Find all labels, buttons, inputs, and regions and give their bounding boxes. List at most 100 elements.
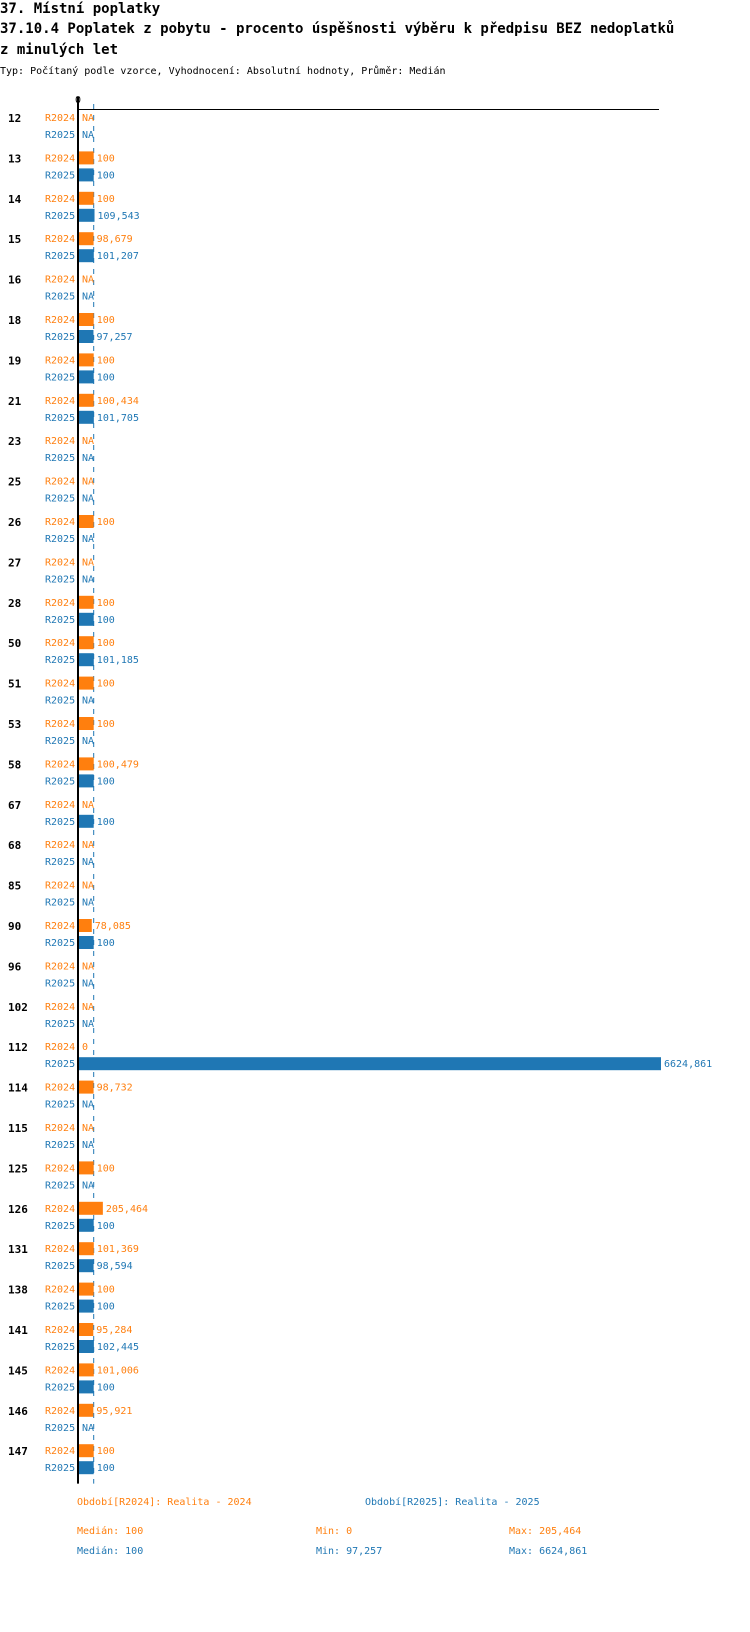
category-label: 25 <box>8 476 21 489</box>
category-label: 58 <box>8 758 21 771</box>
data-label: 100 <box>97 355 115 366</box>
category-label: 114 <box>8 1082 28 1095</box>
chart-title-continued: z minulých let <box>0 42 119 58</box>
category-label: 96 <box>8 960 22 973</box>
series-label: R2025 <box>45 494 75 505</box>
data-label: NA <box>82 1019 94 1030</box>
series-label: R2025 <box>45 1019 75 1030</box>
chart-subtitle: Typ: Počítaný podle vzorce, Vyhodnocení:… <box>0 66 446 77</box>
data-label: 100 <box>97 817 115 828</box>
bar <box>78 1403 94 1417</box>
data-label: 100,479 <box>97 759 139 770</box>
category-label: 18 <box>8 314 21 327</box>
data-label: NA <box>82 574 94 585</box>
category-label: 145 <box>8 1364 28 1377</box>
category-label: 112 <box>8 1041 28 1054</box>
median-r2025: Medián: 100 <box>77 1546 144 1557</box>
data-label: 101,705 <box>97 413 139 424</box>
bar <box>78 936 94 949</box>
bar <box>78 1340 94 1353</box>
series-label: R2025 <box>45 978 75 989</box>
data-label: 6624,861 <box>664 1059 712 1070</box>
bar <box>78 313 94 326</box>
category-label: 138 <box>8 1284 28 1297</box>
series-label: R2025 <box>45 453 75 464</box>
category-label: 53 <box>8 718 21 731</box>
max-r2024: Max: 205,464 <box>509 1526 582 1537</box>
data-label: 101,185 <box>97 655 139 666</box>
bar-chart: 0 12 R2024 NA R2025 NA 13 R2024 100 R2025 100 14 R20… <box>8 95 712 1484</box>
category-label: 13 <box>8 152 21 165</box>
data-label: 100 <box>97 1446 115 1457</box>
chart-title: 37.10.4 Poplatek z pobytu - procento úsp… <box>0 21 675 37</box>
series-label: R2024 <box>45 153 75 164</box>
bar <box>78 1242 94 1256</box>
bar <box>78 515 94 528</box>
category-label: 21 <box>8 395 22 408</box>
bar <box>78 393 94 407</box>
category-label: 16 <box>8 274 22 287</box>
series-label: R2025 <box>45 736 75 747</box>
data-label: 100 <box>97 517 115 528</box>
data-label: 95,284 <box>96 1325 132 1336</box>
category-label: 50 <box>8 637 21 650</box>
series-label: R2024 <box>45 1042 75 1053</box>
series-label: R2025 <box>45 170 75 181</box>
data-label: 205,464 <box>106 1204 148 1215</box>
data-label: NA <box>82 557 94 568</box>
data-label: NA <box>82 477 94 488</box>
page-title: 37. Místní poplatky <box>0 1 161 17</box>
bar <box>78 653 94 667</box>
series-label: R2024 <box>45 113 75 124</box>
category-label: 85 <box>8 880 21 893</box>
series-label: R2024 <box>45 517 75 528</box>
series-label: R2024 <box>45 436 75 447</box>
series-label: R2024 <box>45 1365 75 1376</box>
category-label: 102 <box>8 1001 28 1014</box>
series-label: R2025 <box>45 372 75 383</box>
data-label: 100 <box>97 1163 115 1174</box>
category-label: 19 <box>8 354 21 367</box>
category-label: 125 <box>8 1162 28 1175</box>
bar <box>78 330 94 343</box>
legend-r2024: Období[R2024]: Realita - 2024 <box>77 1497 252 1508</box>
series-label: R2025 <box>45 938 75 949</box>
series-label: R2024 <box>45 1285 75 1296</box>
bar <box>78 757 94 771</box>
bar <box>78 717 94 730</box>
data-label: 98,594 <box>97 1261 133 1272</box>
series-label: R2024 <box>45 598 75 609</box>
series-label: R2025 <box>45 776 75 787</box>
data-label: NA <box>82 494 94 505</box>
category-label: 141 <box>8 1324 28 1337</box>
series-label: R2024 <box>45 1123 75 1134</box>
data-label: 100 <box>97 1285 115 1296</box>
data-label: NA <box>82 292 94 303</box>
series-label: R2024 <box>45 881 75 892</box>
category-label: 12 <box>8 112 21 125</box>
data-label: NA <box>82 534 94 545</box>
data-label: NA <box>82 961 94 972</box>
data-label: 100 <box>97 1221 115 1232</box>
category-label: 67 <box>8 799 21 812</box>
data-label: 100 <box>97 1382 115 1393</box>
series-label: R2025 <box>45 898 75 909</box>
series-label: R2024 <box>45 477 75 488</box>
data-label: 100 <box>97 1463 115 1474</box>
data-label: NA <box>82 130 94 141</box>
series-label: R2025 <box>45 211 75 222</box>
data-label: NA <box>82 453 94 464</box>
median-r2024: Medián: 100 <box>77 1526 144 1537</box>
series-label: R2024 <box>45 800 75 811</box>
series-label: R2025 <box>45 130 75 141</box>
series-label: R2025 <box>45 1140 75 1151</box>
data-label: 100 <box>97 153 115 164</box>
category-label: 14 <box>8 193 22 206</box>
data-label: 78,085 <box>95 921 131 932</box>
series-label: R2025 <box>45 1261 75 1272</box>
series-label: R2025 <box>45 332 75 343</box>
series-label: R2024 <box>45 1204 75 1215</box>
category-label: 26 <box>8 516 22 529</box>
series-label: R2024 <box>45 1002 75 1013</box>
bar <box>78 676 94 690</box>
